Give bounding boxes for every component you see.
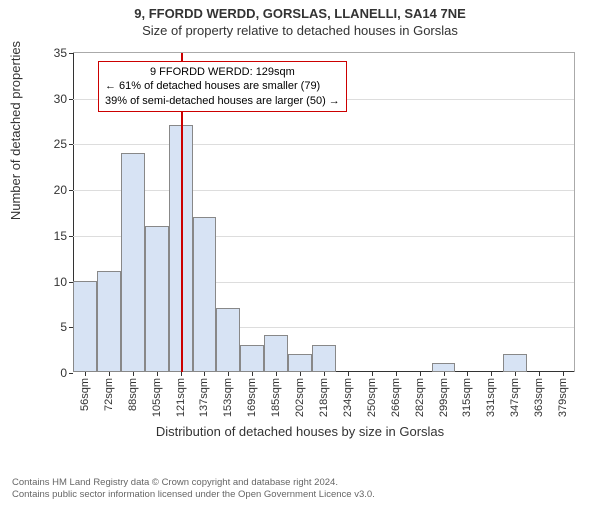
histogram-bar	[503, 354, 527, 372]
x-tick-label: 105sqm	[151, 378, 163, 417]
histogram-bar	[240, 345, 264, 372]
y-tick-mark	[69, 190, 73, 191]
histogram-bar	[216, 308, 240, 372]
x-tick-label: 299sqm	[438, 378, 450, 417]
x-tick-label: 185sqm	[270, 378, 282, 417]
x-tick-mark	[467, 372, 468, 376]
annotation-line: 39% of semi-detached houses are larger (…	[105, 94, 340, 108]
y-tick-label: 35	[54, 46, 67, 60]
x-tick-label: 137sqm	[198, 378, 210, 417]
plot-region: 0510152025303556sqm72sqm88sqm105sqm121sq…	[73, 52, 575, 372]
y-tick-label: 20	[54, 183, 67, 197]
x-tick-mark	[539, 372, 540, 376]
x-tick-mark	[252, 372, 253, 376]
y-tick-label: 30	[54, 92, 67, 106]
y-tick-label: 25	[54, 137, 67, 151]
x-tick-mark	[109, 372, 110, 376]
x-tick-mark	[276, 372, 277, 376]
histogram-bar	[145, 226, 169, 372]
x-tick-label: 234sqm	[342, 378, 354, 417]
x-axis-label: Distribution of detached houses by size …	[0, 424, 600, 439]
y-tick-label: 5	[60, 320, 67, 334]
x-tick-mark	[204, 372, 205, 376]
chart-area: 0510152025303556sqm72sqm88sqm105sqm121sq…	[55, 52, 575, 422]
annotation-line: 9 FFORDD WERDD: 129sqm	[105, 65, 340, 79]
x-tick-label: 88sqm	[127, 378, 139, 411]
x-tick-label: 250sqm	[366, 378, 378, 417]
x-tick-label: 347sqm	[509, 378, 521, 417]
gridline	[73, 144, 574, 145]
histogram-bar	[97, 271, 121, 372]
y-tick-label: 0	[60, 366, 67, 380]
footer-line-1: Contains HM Land Registry data © Crown c…	[12, 477, 375, 488]
x-tick-label: 72sqm	[103, 378, 115, 411]
x-tick-mark	[563, 372, 564, 376]
y-tick-label: 15	[54, 229, 67, 243]
x-tick-label: 169sqm	[246, 378, 258, 417]
histogram-bar	[312, 345, 336, 372]
x-tick-mark	[396, 372, 397, 376]
x-tick-mark	[444, 372, 445, 376]
y-tick-mark	[69, 236, 73, 237]
gridline	[73, 190, 574, 191]
x-tick-label: 363sqm	[533, 378, 545, 417]
x-tick-mark	[515, 372, 516, 376]
y-tick-mark	[69, 144, 73, 145]
x-tick-mark	[420, 372, 421, 376]
x-tick-mark	[85, 372, 86, 376]
x-tick-label: 218sqm	[318, 378, 330, 417]
y-tick-mark	[69, 53, 73, 54]
x-tick-mark	[324, 372, 325, 376]
x-tick-mark	[372, 372, 373, 376]
x-tick-label: 153sqm	[222, 378, 234, 417]
x-tick-mark	[133, 372, 134, 376]
chart-title-main: 9, FFORDD WERDD, GORSLAS, LLANELLI, SA14…	[0, 6, 600, 21]
x-tick-mark	[491, 372, 492, 376]
x-tick-label: 56sqm	[79, 378, 91, 411]
footer-attribution: Contains HM Land Registry data © Crown c…	[12, 477, 375, 500]
histogram-bar	[193, 217, 217, 372]
annotation-box: 9 FFORDD WERDD: 129sqm← 61% of detached …	[98, 61, 347, 112]
x-tick-mark	[181, 372, 182, 376]
x-tick-label: 282sqm	[414, 378, 426, 417]
x-tick-label: 331sqm	[485, 378, 497, 417]
x-tick-mark	[228, 372, 229, 376]
x-tick-label: 379sqm	[557, 378, 569, 417]
x-tick-mark	[157, 372, 158, 376]
histogram-bar	[288, 354, 312, 372]
histogram-bar	[432, 363, 456, 372]
y-tick-mark	[69, 99, 73, 100]
x-tick-mark	[348, 372, 349, 376]
x-tick-label: 202sqm	[294, 378, 306, 417]
histogram-bar	[73, 281, 97, 372]
y-axis-label: Number of detached properties	[8, 41, 23, 220]
annotation-line: ← 61% of detached houses are smaller (79…	[105, 79, 340, 93]
x-tick-label: 121sqm	[175, 378, 187, 417]
y-tick-mark	[69, 373, 73, 374]
chart-title-sub: Size of property relative to detached ho…	[0, 23, 600, 38]
x-tick-label: 266sqm	[390, 378, 402, 417]
y-tick-label: 10	[54, 275, 67, 289]
x-tick-label: 315sqm	[461, 378, 473, 417]
footer-line-2: Contains public sector information licen…	[12, 489, 375, 500]
histogram-bar	[264, 335, 288, 372]
x-tick-mark	[300, 372, 301, 376]
histogram-bar	[121, 153, 145, 372]
